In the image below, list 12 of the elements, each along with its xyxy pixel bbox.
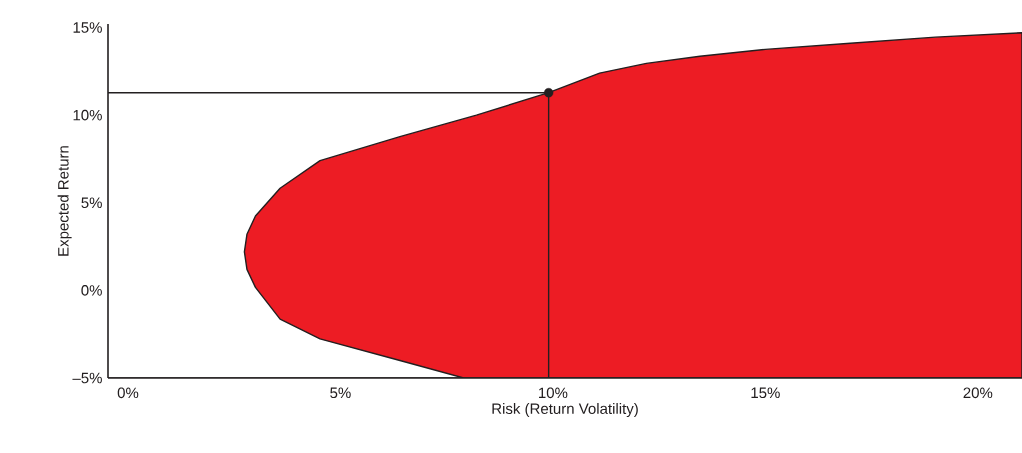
- x-tick-label: 20%: [963, 387, 993, 399]
- x-tick-label: 0%: [117, 387, 139, 399]
- y-tick-label: 0%: [81, 285, 102, 296]
- y-tick-label: 5%: [81, 197, 102, 209]
- y-tick-label: 15%: [73, 22, 102, 33]
- x-tick-label: 15%: [751, 387, 780, 399]
- x-tick-label: 5%: [330, 387, 351, 399]
- y-tick-label: –5%: [72, 372, 102, 384]
- y-tick-label: 10%: [73, 109, 102, 121]
- x-tick-label: 10%: [539, 387, 568, 399]
- x-axis-title: Risk (Return Volatility): [492, 402, 638, 417]
- y-axis-title: Expected Return: [57, 146, 72, 256]
